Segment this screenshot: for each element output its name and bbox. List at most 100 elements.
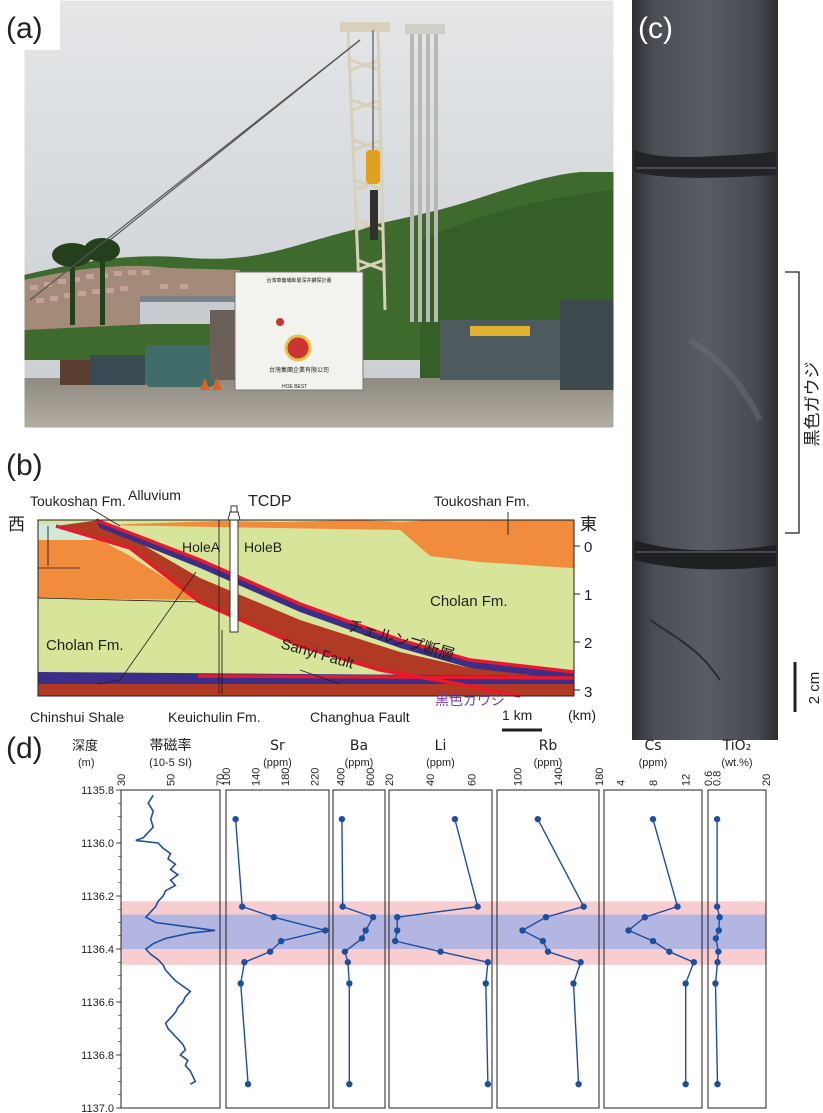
gouge-band-inner xyxy=(121,914,766,949)
depth-axis-title: 深度 xyxy=(72,738,98,754)
label-toukoshan-east: Toukoshan Fm. xyxy=(434,493,530,509)
log-tick-label: 220 xyxy=(309,768,321,786)
log-point xyxy=(716,914,723,921)
log-title: TiO₂ xyxy=(722,738,752,754)
log-point xyxy=(482,980,490,987)
log-point xyxy=(237,980,244,987)
log-point xyxy=(339,903,346,910)
depth-tick-0: 0 xyxy=(584,539,592,556)
log-point xyxy=(270,914,278,921)
log-tick-label: 30 xyxy=(116,774,128,786)
label-scale-1km: 1 km xyxy=(502,707,532,723)
log-title: Sr xyxy=(270,738,285,754)
depth-axis-unit: (m) xyxy=(78,757,95,769)
log-point xyxy=(682,1080,689,1088)
log-tick-label: 600 xyxy=(365,768,377,786)
log-point xyxy=(346,980,353,987)
sign-text-2: 台灣集團企業有限公司 xyxy=(269,366,329,374)
gouge-label: 黒色ガウジ xyxy=(435,692,505,709)
label-toukoshan-west: Toukoshan Fm. xyxy=(30,493,126,509)
label-alluvium: Alluvium xyxy=(128,487,181,503)
log-tick-label: 140 xyxy=(250,768,262,786)
depth-tick-label: 1136.8 xyxy=(81,1050,114,1062)
log-point xyxy=(712,980,719,987)
log-point xyxy=(338,815,346,823)
panel-label-d: (d) xyxy=(6,732,43,765)
log-point xyxy=(232,815,239,823)
depth-tick-label: 1137.0 xyxy=(81,1103,114,1113)
log-frame xyxy=(225,789,330,1109)
depth-axis-section: 0 1 2 3 xyxy=(574,539,592,701)
log-point xyxy=(534,815,541,823)
log-point xyxy=(394,914,401,921)
log-point xyxy=(575,1080,582,1088)
label-tcdp: TCDP xyxy=(248,493,292,510)
log-tick-label: 50 xyxy=(166,774,178,786)
log-point xyxy=(712,935,720,942)
photo-drilling-rig: 台灣車籠埔斷層深井鑽探計畫 台灣集團企業有限公司 HOE BEST xyxy=(24,0,614,428)
log-point xyxy=(437,948,444,955)
depth-tick-3: 3 xyxy=(584,684,592,701)
log-point xyxy=(484,1080,492,1088)
label-hole-b: HoleB xyxy=(244,539,282,555)
log-point xyxy=(713,903,721,910)
log-unit: (10-5 SI) xyxy=(149,757,192,769)
log-point xyxy=(570,980,577,987)
log-point xyxy=(266,948,274,955)
depth-tick-2: 2 xyxy=(584,635,592,652)
log-title: 帯磁率 xyxy=(150,737,192,754)
log-point xyxy=(391,937,399,945)
label-depth-unit: (km) xyxy=(568,707,596,723)
log-point xyxy=(451,815,459,823)
log-tick-label: 180 xyxy=(280,768,292,786)
label-hole-a: HoleA xyxy=(182,539,221,555)
scale-label-2cm: 2 cm xyxy=(806,672,823,705)
label-keuichulin: Keuichulin Fm. xyxy=(168,709,261,725)
log-line xyxy=(135,794,216,1085)
log-title: Cs xyxy=(644,738,661,754)
log-point xyxy=(346,1080,353,1088)
log-tick-label: 8 xyxy=(648,780,660,786)
log-point xyxy=(369,914,377,921)
log-unit: (ppm) xyxy=(263,757,292,769)
log-tick-label: 40 xyxy=(425,774,437,786)
log-tick-label: 140 xyxy=(553,768,565,786)
log-unit: (ppm) xyxy=(534,757,563,769)
log-point xyxy=(714,959,721,966)
log-tick-label: 4 xyxy=(615,780,627,786)
cross-section xyxy=(37,505,575,698)
log-tick-label: 100 xyxy=(221,768,233,786)
label-chinshui-shale: Chinshui Shale xyxy=(30,709,124,725)
log-tick-label: 12 xyxy=(681,774,693,786)
depth-tick-label: 1136.4 xyxy=(81,944,114,956)
panel-label-b: (b) xyxy=(6,449,43,482)
sign-sub: HOE BEST xyxy=(282,384,307,390)
log-point xyxy=(394,927,401,934)
sign-text: 台灣車籠埔斷層深井鑽探計畫 xyxy=(266,277,331,284)
log-frame xyxy=(707,789,767,1109)
log-point xyxy=(322,927,329,934)
depth-tick-label: 1136.6 xyxy=(81,997,114,1009)
log-tick-label: 20 xyxy=(761,774,773,786)
log-point xyxy=(713,815,721,823)
log-point xyxy=(625,927,632,934)
log-point xyxy=(542,914,550,921)
log-tick-label: 180 xyxy=(594,768,606,786)
photo-core-sample xyxy=(632,0,778,740)
log-point xyxy=(277,937,285,945)
log-title: Ba xyxy=(350,738,368,754)
gouge-bracket-label: 黒色ガウジ xyxy=(803,362,823,447)
log-tick-label: 400 xyxy=(335,768,347,786)
log-point xyxy=(714,1080,721,1088)
log-point xyxy=(666,948,673,955)
log-tick-label: 0.6 xyxy=(703,771,715,786)
log-frame xyxy=(603,789,703,1109)
gouge-bracket xyxy=(785,271,800,534)
panel-label-c: (c) xyxy=(638,12,673,45)
log-tick-label: 0.8 xyxy=(711,771,723,786)
log-title: Rb xyxy=(539,738,558,754)
depth-tick-label: 1135.8 xyxy=(81,785,114,797)
log-point xyxy=(241,959,248,966)
log-point xyxy=(682,980,689,987)
label-east: 東 xyxy=(580,515,597,535)
